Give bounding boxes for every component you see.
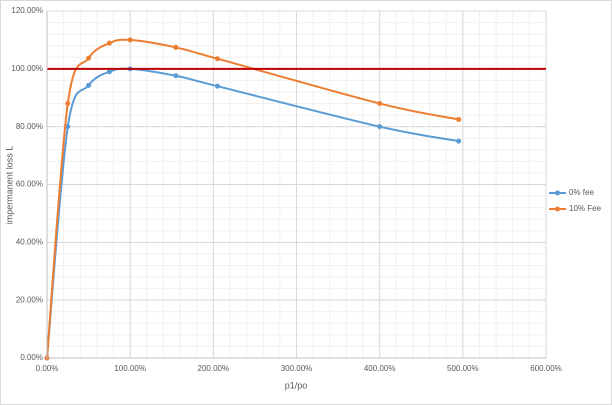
legend-label: 10% Fee xyxy=(569,204,602,213)
x-tick-label: 0.00% xyxy=(36,364,59,373)
data-point xyxy=(377,124,383,130)
x-axis-title: p1/po xyxy=(285,380,308,390)
y-tick-label: 20.00% xyxy=(16,295,43,304)
data-point xyxy=(456,138,462,144)
data-point xyxy=(173,73,179,79)
data-point xyxy=(214,83,220,89)
data-point xyxy=(214,56,220,62)
y-tick-label: 100.00% xyxy=(11,64,43,73)
legend-marker xyxy=(555,206,560,212)
data-point xyxy=(86,55,92,61)
data-point xyxy=(377,101,383,107)
data-point xyxy=(173,44,179,50)
y-axis-title: impermanent loss L xyxy=(4,146,14,225)
y-tick-label: 60.00% xyxy=(16,180,43,189)
data-point xyxy=(86,82,92,88)
legend-marker xyxy=(555,190,560,196)
data-point xyxy=(65,101,71,107)
y-tick-label: 0.00% xyxy=(20,353,43,362)
x-tick-label: 500.00% xyxy=(447,364,479,373)
data-point xyxy=(106,69,112,75)
y-tick-label: 40.00% xyxy=(16,237,43,246)
data-point xyxy=(127,37,133,43)
x-tick-label: 300.00% xyxy=(281,364,313,373)
data-point xyxy=(456,116,462,122)
y-tick-label: 120.00% xyxy=(11,6,43,15)
data-point xyxy=(106,40,112,46)
x-tick-label: 200.00% xyxy=(198,364,230,373)
x-tick-label: 400.00% xyxy=(364,364,396,373)
data-point xyxy=(65,124,71,130)
legend-label: 0% fee xyxy=(569,188,594,197)
x-tick-label: 100.00% xyxy=(114,364,146,373)
y-tick-label: 80.00% xyxy=(16,122,43,131)
x-tick-label: 600.00% xyxy=(530,364,562,373)
